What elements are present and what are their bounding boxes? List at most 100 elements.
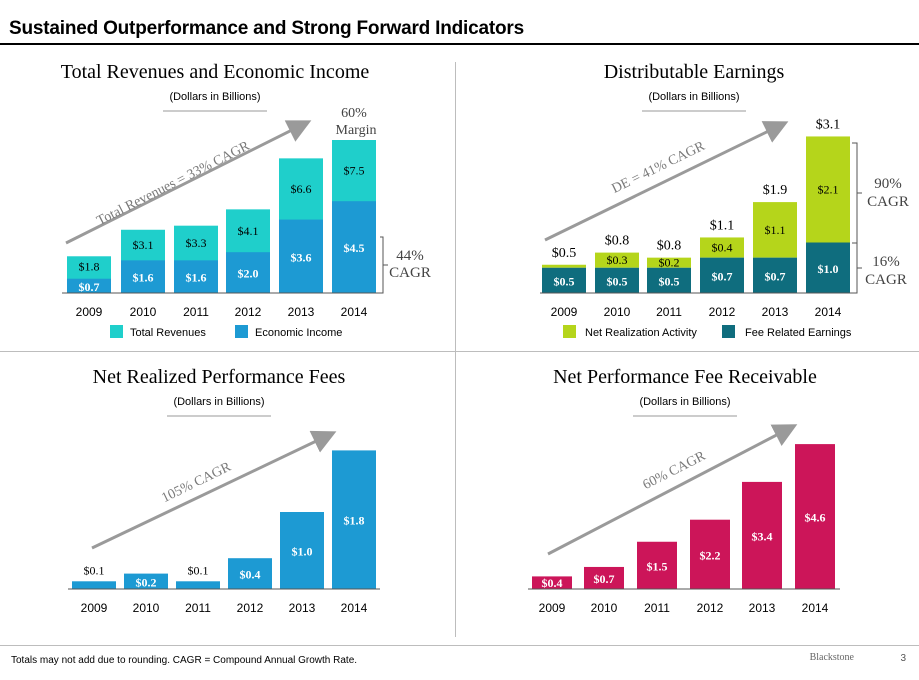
revenues-year-label: 2014 — [341, 305, 368, 319]
fee-related-earnings-bar — [753, 257, 797, 293]
distributable-earnings-total-label: $1.1 — [710, 218, 735, 233]
fee-receivable-subtitle: (Dollars in Billions) — [639, 396, 730, 408]
legend-swatch-total-revenues — [110, 325, 123, 338]
fee-related-bracket — [852, 242, 862, 294]
total-revenues-value-label: $3.1 — [133, 238, 154, 252]
performance-fees-year-label: 2012 — [237, 601, 264, 615]
distributable-earnings-year-label: 2011 — [656, 305, 682, 319]
net-realization-bracket — [852, 142, 862, 244]
fee-receivable-value-label: $0.4 — [542, 576, 563, 590]
performance-fees-value-label: $0.4 — [240, 568, 261, 582]
fee-receivable-year-label: 2009 — [539, 601, 566, 615]
economic-income-bracket — [380, 236, 388, 294]
performance-fees-title: Net Realized Performance Fees — [93, 366, 346, 388]
revenues-subtitle: (Dollars in Billions) — [169, 91, 260, 103]
net-realization-cagr: 90% — [874, 176, 902, 192]
vertical-divider — [455, 62, 456, 637]
net-realization-value-label: $0.2 — [659, 256, 680, 270]
fee-receivable-value-label: $2.2 — [700, 548, 721, 562]
economic-income-value-label: $4.5 — [344, 241, 365, 255]
legend-swatch-economic-income — [235, 325, 248, 338]
performance-fees-bar — [332, 450, 376, 589]
distributable-earnings-year-label: 2013 — [762, 305, 789, 319]
total-revenues-value-label: $1.8 — [79, 259, 100, 273]
distributable-earnings-subtitle: (Dollars in Billions) — [648, 91, 739, 103]
fee-related-earnings-bar — [595, 267, 639, 293]
economic-income-cagr: 44% — [396, 248, 424, 264]
economic-income-cagr: CAGR — [389, 265, 431, 281]
performance-fees-value-label: $1.0 — [292, 545, 313, 559]
fee-related-earnings-value-label: $0.7 — [712, 269, 733, 283]
fee-receivable-value-label: $0.7 — [594, 572, 615, 586]
net-realization-value-label: $0.4 — [712, 241, 733, 255]
performance-fees-bar — [124, 573, 168, 589]
page-title: Sustained Outperformance and Strong Forw… — [9, 18, 524, 39]
fee-related-earnings-bar — [806, 242, 850, 293]
economic-income-value-label: $2.0 — [238, 267, 259, 281]
net-realization-value-label: $2.1 — [818, 182, 839, 196]
net-realization-bar — [542, 264, 586, 268]
performance-fees-year-label: 2011 — [185, 601, 211, 615]
net-realization-value-label: $1.1 — [765, 223, 786, 237]
distributable-earnings-total-label: $1.9 — [763, 183, 788, 198]
fee-receivable-arrow-label: 60% CAGR — [641, 448, 709, 493]
fee-related-earnings-bar — [700, 257, 744, 293]
economic-income-bar — [332, 201, 376, 293]
total-revenues-value-label: $4.1 — [238, 224, 259, 238]
performance-fees-arrow — [91, 430, 337, 550]
total-revenues-value-label: $6.6 — [291, 182, 312, 196]
performance-fees-bar — [228, 558, 272, 589]
performance-fees-bar — [72, 581, 116, 589]
fee-receivable-year-label: 2014 — [802, 601, 829, 615]
margin-annotation: 60% — [341, 106, 367, 121]
economic-income-value-label: $0.7 — [79, 280, 100, 294]
fee-receivable-bar — [742, 481, 782, 589]
economic-income-value-label: $1.6 — [186, 271, 207, 285]
legend-label-total-revenues: Total Revenues — [130, 327, 206, 339]
legend-swatch-fee-related — [722, 325, 735, 338]
economic-income-value-label: $1.6 — [133, 271, 154, 285]
fee-related-earnings-value-label: $1.0 — [818, 262, 839, 276]
legend-label-net-realization: Net Realization Activity — [585, 327, 697, 339]
distributable-earnings-year-label: 2014 — [815, 305, 842, 319]
fee-receivable-bar — [584, 566, 624, 589]
fee-related-earnings-value-label: $0.7 — [765, 269, 786, 283]
fee-receivable-bar — [690, 519, 730, 589]
economic-income-bar — [279, 219, 323, 293]
economic-income-bar — [174, 260, 218, 293]
net-realization-cagr: CAGR — [867, 194, 909, 210]
fee-related-earnings-value-label: $0.5 — [554, 274, 575, 288]
distributable-earnings-year-label: 2009 — [551, 305, 578, 319]
performance-fees-value-label: $0.1 — [84, 563, 105, 577]
footer-rule — [0, 645, 919, 646]
performance-fees-value-label: $0.1 — [188, 563, 209, 577]
distributable-earnings-year-label: 2010 — [604, 305, 631, 319]
revenues-arrow — [65, 120, 312, 245]
net-realization-bar — [700, 237, 744, 258]
margin-annotation: Margin — [336, 123, 377, 138]
distributable-earnings-title: Distributable Earnings — [604, 61, 785, 83]
footnote: Totals may not add due to rounding. CAGR… — [11, 655, 358, 666]
fee-receivable-value-label: $4.6 — [805, 511, 826, 525]
total-revenues-value-label: $7.5 — [344, 164, 365, 178]
fee-related-cagr: 16% — [872, 254, 900, 270]
fee-related-earnings-bar — [542, 267, 586, 293]
legend-label-economic-income: Economic Income — [255, 327, 342, 339]
distributable-earnings-total-label: $3.1 — [816, 117, 841, 132]
performance-fees-value-label: $1.8 — [344, 514, 365, 528]
page-number: 3 — [900, 653, 906, 664]
revenues-year-label: 2011 — [183, 305, 209, 319]
fee-receivable-title: Net Performance Fee Receivable — [553, 366, 817, 388]
net-realization-bar — [753, 202, 797, 258]
fee-related-cagr: CAGR — [865, 272, 907, 288]
net-realization-bar — [806, 136, 850, 243]
performance-fees-subtitle: (Dollars in Billions) — [173, 396, 264, 408]
economic-income-value-label: $3.6 — [291, 250, 312, 264]
revenues-title: Total Revenues and Economic Income — [61, 61, 370, 83]
fee-receivable-value-label: $1.5 — [647, 559, 668, 573]
fee-related-earnings-value-label: $0.5 — [607, 274, 628, 288]
fee-receivable-value-label: $3.4 — [752, 529, 773, 543]
revenues-year-label: 2012 — [235, 305, 262, 319]
performance-fees-bar — [280, 512, 324, 589]
legend-swatch-net-realization — [563, 325, 576, 338]
